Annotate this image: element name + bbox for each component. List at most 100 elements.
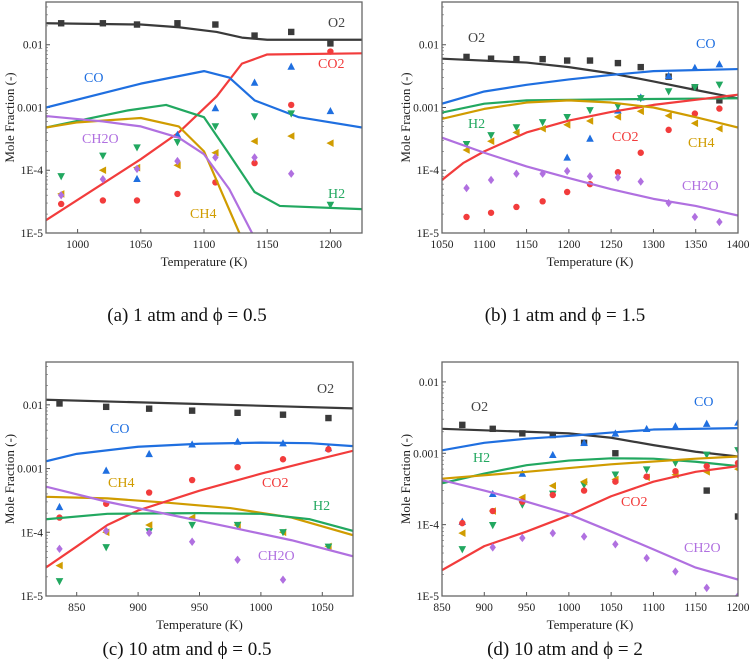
data-point xyxy=(326,139,334,147)
x-tick-label: 1100 xyxy=(473,239,496,251)
x-tick-label: 900 xyxy=(129,602,147,614)
data-point xyxy=(145,449,153,458)
data-point xyxy=(288,169,295,178)
series-label: H2 xyxy=(468,117,485,132)
data-point xyxy=(549,431,556,439)
model-line xyxy=(46,449,353,569)
data-point xyxy=(665,198,672,208)
data-point xyxy=(672,468,679,475)
data-point xyxy=(55,578,64,586)
data-point xyxy=(174,20,181,27)
series-label: CO2 xyxy=(621,495,647,510)
x-tick-label: 850 xyxy=(433,602,451,614)
series-ch2o xyxy=(46,114,295,233)
model-line xyxy=(442,99,738,129)
data-point xyxy=(98,166,107,175)
data-point xyxy=(691,63,699,71)
data-point xyxy=(99,175,107,184)
model-line xyxy=(442,479,738,581)
data-point xyxy=(586,172,594,181)
data-point xyxy=(279,456,287,463)
data-point xyxy=(637,177,644,186)
model-line xyxy=(442,455,738,480)
data-point xyxy=(664,71,673,80)
x-axis-label: Temperature (K) xyxy=(156,617,243,632)
data-point xyxy=(539,55,546,63)
data-point xyxy=(563,166,571,176)
data-point xyxy=(586,57,594,64)
data-point xyxy=(548,482,556,490)
data-point xyxy=(734,591,738,596)
y-tick-label: 0.001 xyxy=(17,102,43,114)
data-point xyxy=(487,209,495,216)
x-tick-label: 850 xyxy=(68,602,86,614)
data-point xyxy=(99,152,107,160)
data-point xyxy=(613,113,622,121)
x-tick-label: 1050 xyxy=(600,602,623,614)
data-point xyxy=(287,132,295,140)
y-tick-label: 0.001 xyxy=(17,464,43,476)
model-line xyxy=(46,114,254,233)
data-point xyxy=(563,153,571,161)
x-tick-label: 900 xyxy=(476,602,494,614)
x-tick-label: 1400 xyxy=(727,239,750,251)
series-label: O2 xyxy=(328,16,345,31)
data-point xyxy=(702,419,711,427)
data-point xyxy=(288,101,295,109)
data-point xyxy=(519,533,526,543)
x-tick-label: 1250 xyxy=(600,239,623,251)
model-line xyxy=(46,511,353,532)
series-h2 xyxy=(442,447,738,554)
data-point xyxy=(173,138,182,147)
data-point xyxy=(734,447,738,455)
series-ch4 xyxy=(46,495,353,570)
chart-panel: 1050 1100 1150 1200 1250 1300 1350 1400 0.01 0.00… xyxy=(398,1,750,326)
data-point xyxy=(462,146,470,154)
data-point xyxy=(325,446,332,453)
model-line xyxy=(46,441,353,463)
plot-frame xyxy=(45,1,363,234)
data-point xyxy=(324,543,333,551)
data-point xyxy=(539,198,546,205)
data-point xyxy=(133,174,141,183)
y-tick-label: 1E-5 xyxy=(417,591,440,603)
panel-caption: (c) 10 atm and ϕ = 0.5 xyxy=(103,639,272,660)
y-tick-label: 0.01 xyxy=(23,40,43,52)
data-point xyxy=(145,521,153,529)
data-point xyxy=(487,132,495,140)
y-tick-label: 1E-4 xyxy=(21,165,44,177)
data-point xyxy=(487,175,495,185)
data-point xyxy=(611,471,620,479)
data-point xyxy=(250,78,259,86)
data-point xyxy=(614,59,622,67)
data-point xyxy=(664,88,673,96)
model-line xyxy=(46,70,362,129)
x-tick-label: 1000 xyxy=(66,239,89,251)
x-axis-label: Temperature (K) xyxy=(547,254,634,269)
data-point xyxy=(580,532,588,541)
data-point xyxy=(702,451,711,459)
data-point xyxy=(715,81,724,89)
data-point xyxy=(716,97,723,104)
data-point xyxy=(548,450,557,459)
data-point xyxy=(586,107,594,115)
data-point xyxy=(145,489,153,496)
data-point xyxy=(211,148,219,157)
data-point xyxy=(57,191,65,200)
series-h2 xyxy=(46,511,353,586)
y-tick-label: 0.01 xyxy=(419,377,439,389)
panel-caption: (a) 1 atm and ϕ = 0.5 xyxy=(107,305,266,326)
series-label: CO xyxy=(110,422,129,437)
data-point xyxy=(563,114,571,122)
model-line xyxy=(442,427,738,458)
data-point xyxy=(563,57,571,64)
data-point xyxy=(690,119,699,128)
data-point xyxy=(251,159,258,167)
x-tick-label: 1050 xyxy=(431,239,454,251)
data-point xyxy=(715,124,723,133)
data-point xyxy=(458,546,467,554)
model-line xyxy=(46,495,353,537)
data-point xyxy=(133,144,141,152)
data-point xyxy=(212,21,219,28)
